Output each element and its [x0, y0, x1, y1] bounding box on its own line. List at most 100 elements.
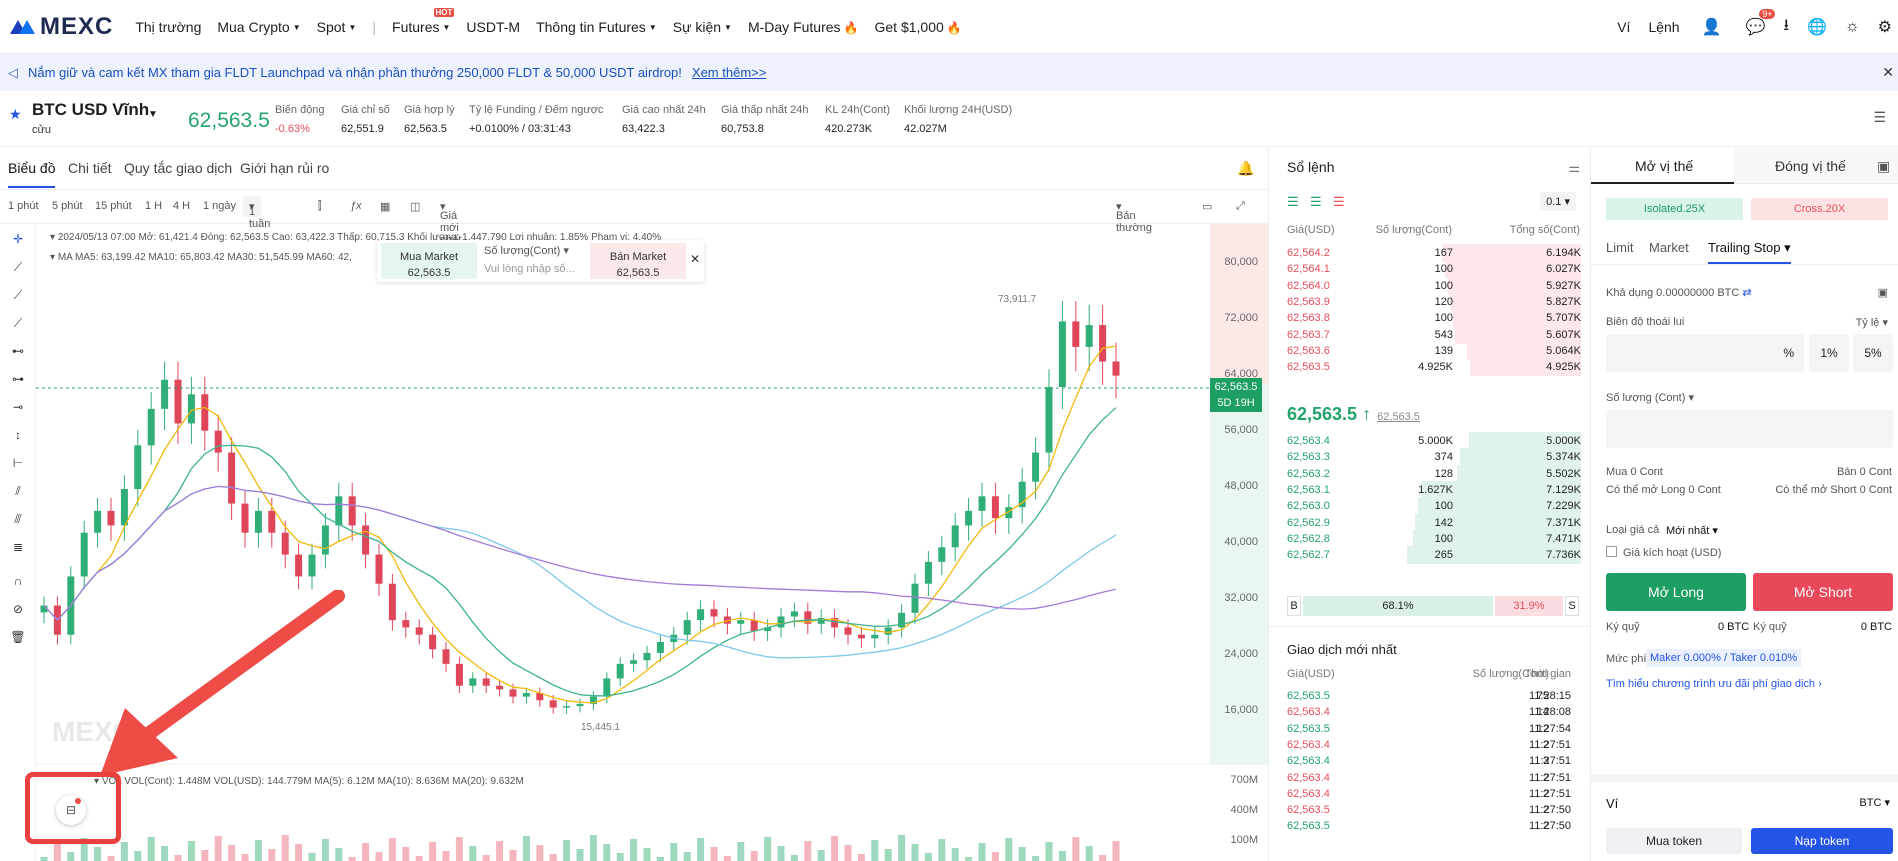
- trend-line-icon[interactable]: ⟋: [13, 260, 23, 274]
- nav-mday[interactable]: M-Day Futures 🔥: [747, 18, 859, 35]
- ask-row[interactable]: 62,564.0 100 5.927K: [1269, 276, 1591, 296]
- bell-icon[interactable]: 🔔: [1237, 160, 1255, 176]
- settings-icon[interactable]: ⚙: [1877, 19, 1892, 36]
- interval-5m[interactable]: 5 phút: [52, 200, 83, 212]
- download-icon[interactable]: ⭳: [1783, 16, 1790, 34]
- vertical-line-icon[interactable]: ↕: [15, 428, 21, 442]
- ask-row[interactable]: 62,564.2 167 6.194K: [1269, 243, 1591, 263]
- view-both-icon[interactable]: ☰: [1287, 194, 1299, 209]
- nav-markets[interactable]: Thị trường: [135, 18, 202, 35]
- interval-1w[interactable]: 1 tuần ▾: [243, 196, 270, 230]
- tab-limit[interactable]: Limit: [1606, 240, 1634, 255]
- tab-chart[interactable]: Biểu đồ: [8, 160, 56, 188]
- nav-usdt-m[interactable]: USDT-M: [466, 18, 521, 35]
- price-type-select[interactable]: Mới nhất ▾: [1666, 525, 1718, 537]
- ask-row[interactable]: 62,563.9 120 5.827K: [1269, 292, 1591, 312]
- callback-1pct-button[interactable]: 1%: [1809, 334, 1849, 372]
- callback-5pct-button[interactable]: 5%: [1853, 334, 1893, 372]
- theme-icon[interactable]: ☼: [1844, 18, 1860, 35]
- globe-icon[interactable]: 🌐: [1807, 19, 1827, 36]
- market-sell-button[interactable]: Bán Market 62,563.5: [590, 243, 686, 279]
- hide-icon[interactable]: ⊘: [12, 602, 24, 616]
- camera-icon[interactable]: ◫: [410, 201, 421, 213]
- open-long-button[interactable]: Mở Long: [1606, 573, 1746, 611]
- view-bids-icon[interactable]: ☰: [1310, 194, 1322, 209]
- indicator-icon[interactable]: ƒx: [350, 200, 362, 212]
- interval-1m[interactable]: 1 phút: [8, 200, 39, 212]
- ratio-select[interactable]: Tỷ lệ ▾: [1855, 317, 1888, 329]
- ask-row[interactable]: 62,564.1 100 6.027K: [1269, 259, 1591, 279]
- quantity-input[interactable]: [1606, 410, 1893, 448]
- ask-row[interactable]: 62,563.6 139 5.064K: [1269, 341, 1591, 361]
- calculator-icon[interactable]: ▣: [1877, 158, 1891, 174]
- deposit-button[interactable]: Nạp token: [1751, 828, 1893, 854]
- segment-icon[interactable]: ⊸: [12, 400, 24, 414]
- trash-icon[interactable]: 🗑: [10, 630, 26, 644]
- nav-get-1000[interactable]: Get $1,000 🔥: [874, 18, 962, 35]
- tab-trailing-stop[interactable]: Trailing Stop ▾: [1708, 240, 1791, 264]
- cross-margin-button[interactable]: Cross.20X: [1751, 198, 1888, 220]
- magnet-icon[interactable]: ∩: [13, 574, 23, 588]
- orderbook-settings-icon[interactable]: ⚌: [1568, 160, 1580, 175]
- open-short-button[interactable]: Mở Short: [1753, 573, 1893, 611]
- price-type-select[interactable]: Giá mới nhất ▾: [440, 201, 461, 246]
- nav-spot[interactable]: Spot ▼: [316, 18, 357, 35]
- ray-icon[interactable]: ⟋: [13, 288, 23, 302]
- bid-row[interactable]: 62,563.1 1.627K 7.129K: [1269, 480, 1591, 500]
- horizontal-line-icon[interactable]: ⊷: [12, 344, 24, 358]
- fee-program-link[interactable]: Tìm hiểu chương trình ưu đãi phí giao dị…: [1606, 678, 1822, 690]
- banner-link[interactable]: Xem thêm>>: [691, 65, 767, 80]
- interval-1d[interactable]: 1 ngày: [203, 200, 237, 212]
- tab-open-position[interactable]: Mở vị thế: [1635, 158, 1694, 174]
- tab-details[interactable]: Chi tiết: [68, 160, 112, 176]
- interval-4h[interactable]: 4 H: [173, 200, 191, 212]
- notification-icon[interactable]: 💬 9+: [1746, 9, 1776, 37]
- bid-row[interactable]: 62,563.3 374 5.374K: [1269, 447, 1591, 467]
- bid-row[interactable]: 62,562.9 142 7.371K: [1269, 513, 1591, 533]
- view-mode-select[interactable]: Bản thường ▾: [1116, 201, 1152, 234]
- close-icon[interactable]: ✕: [1882, 64, 1894, 80]
- tab-market[interactable]: Market: [1649, 240, 1689, 255]
- nav-buy-crypto[interactable]: Mua Crypto ▼: [217, 18, 301, 35]
- channel-icon[interactable]: ⫽: [15, 484, 21, 498]
- symbol-name[interactable]: BTC USD Vĩnh: [32, 100, 150, 119]
- tab-risk-limit[interactable]: Giới hạn rủi ro: [240, 160, 330, 176]
- chart-settings-icon[interactable]: ▣: [1877, 287, 1888, 299]
- nav-orders[interactable]: Lệnh: [1648, 19, 1680, 35]
- price-range-icon[interactable]: ⊢: [12, 456, 24, 470]
- buy-token-button[interactable]: Mua token: [1606, 828, 1742, 854]
- view-asks-icon[interactable]: ☰: [1333, 194, 1345, 209]
- candle-type-icon[interactable]: ⫿: [318, 200, 322, 212]
- interval-1h[interactable]: 1 H: [145, 200, 163, 212]
- interval-15m[interactable]: 15 phút: [95, 200, 132, 212]
- layout-icon[interactable]: ▭: [1202, 201, 1213, 213]
- ask-row[interactable]: 62,563.7 543 5.607K: [1269, 325, 1591, 345]
- nav-wallet[interactable]: Ví: [1617, 19, 1631, 35]
- bid-row[interactable]: 62,563.0 100 7.229K: [1269, 496, 1591, 516]
- tab-trading-rules[interactable]: Quy tắc giao dịch: [124, 160, 233, 176]
- fib-icon[interactable]: ⫻: [14, 512, 22, 526]
- extended-line-icon[interactable]: ⟋: [13, 316, 23, 330]
- tab-close-position[interactable]: Đóng vị thế: [1775, 158, 1846, 174]
- horizontal-ray-icon[interactable]: ⊶: [12, 372, 24, 386]
- bid-row[interactable]: 62,562.7 265 7.736K: [1269, 545, 1591, 565]
- bid-row[interactable]: 62,563.4 5.000K 5.000K: [1269, 431, 1591, 451]
- fullscreen-icon[interactable]: ⤢: [1236, 200, 1245, 212]
- bid-row[interactable]: 62,562.8 100 7.471K: [1269, 529, 1591, 549]
- trigger-price-checkbox[interactable]: Giá kích hoạt (USD): [1606, 546, 1721, 559]
- nav-futures[interactable]: Futures ▼ HOT: [392, 7, 455, 35]
- template-icon[interactable]: ▦: [380, 201, 391, 213]
- favorite-star-icon[interactable]: ★: [9, 106, 22, 122]
- market-buy-button[interactable]: Mua Market 62,563.5: [381, 243, 477, 279]
- bid-row[interactable]: 62,563.2 128 5.502K: [1269, 464, 1591, 484]
- nav-futures-info[interactable]: Thông tin Futures ▼: [536, 18, 657, 35]
- wallet-currency-select[interactable]: BTC ▾: [1859, 797, 1890, 809]
- layout-settings-icon[interactable]: ☰: [1873, 109, 1886, 125]
- quantity-input[interactable]: Số lượng(Cont) ▾ Vui lòng nhập số...: [484, 245, 575, 275]
- user-icon[interactable]: 👤: [1701, 19, 1722, 36]
- ask-row[interactable]: 62,563.5 4.925K 4.925K: [1269, 357, 1591, 377]
- callback-input[interactable]: %: [1606, 334, 1804, 372]
- crosshair-icon[interactable]: ✛: [12, 232, 24, 246]
- isolated-margin-button[interactable]: Isolated.25X: [1606, 198, 1743, 220]
- close-icon[interactable]: ✕: [689, 252, 700, 266]
